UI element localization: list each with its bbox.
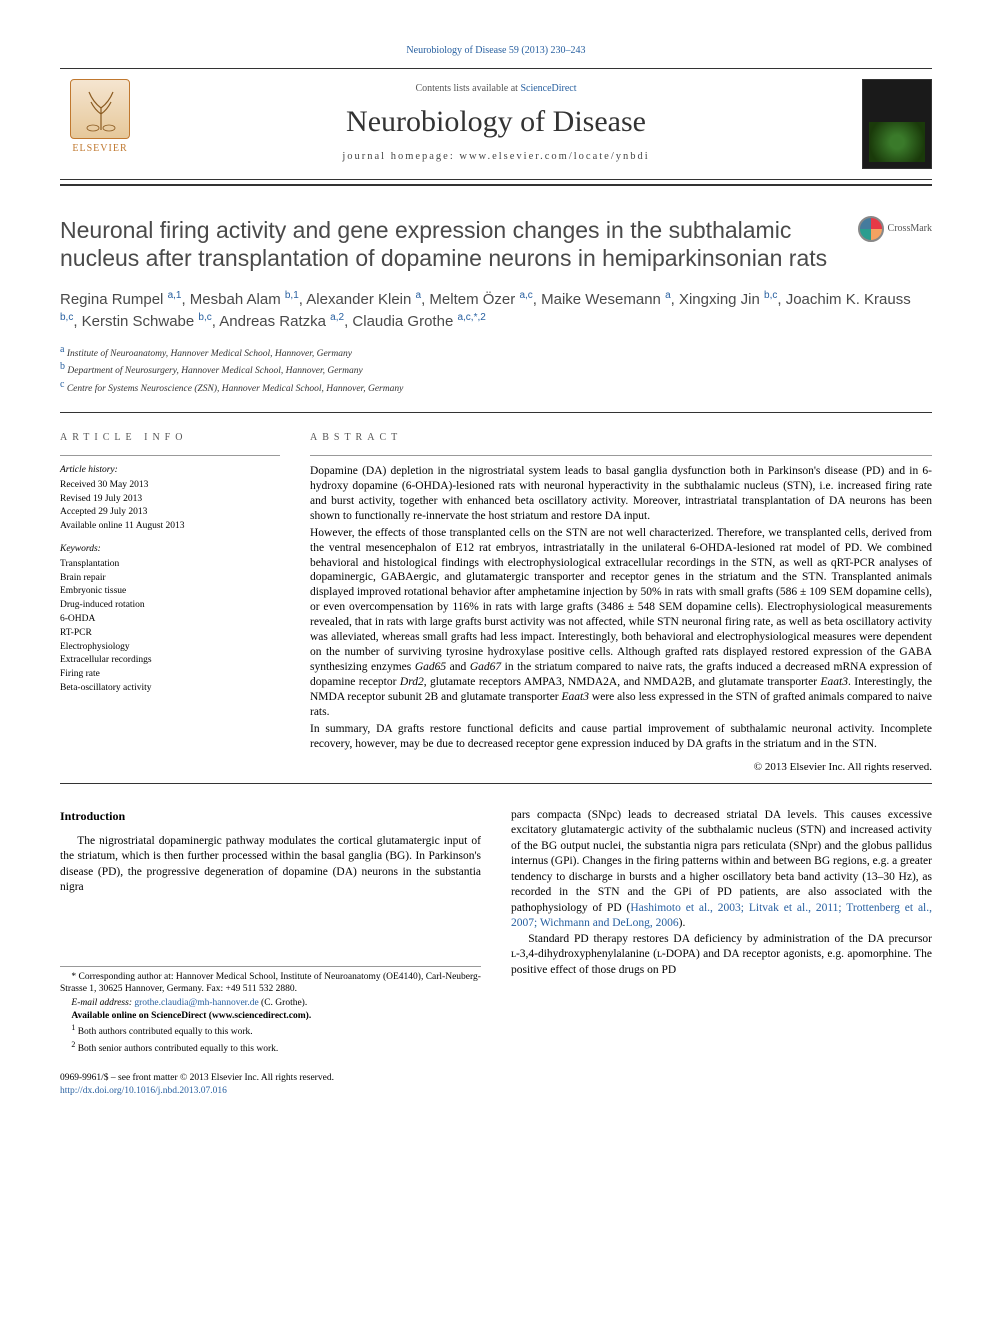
keyword: RT-PCR [60,627,280,640]
history-label: Article history: [60,464,280,477]
crossmark-widget[interactable]: CrossMark [858,216,932,242]
footnote-2: 2 Both senior authors contributed equall… [60,1040,481,1056]
rule-banner-bottom-1 [60,179,932,180]
footnote-available: Available online on ScienceDirect (www.s… [60,1010,481,1022]
keyword: Transplantation [60,558,280,571]
intro-heading: Introduction [60,808,481,824]
affiliations-block: a Institute of Neuroanatomy, Hannover Me… [60,343,932,397]
keyword: Extracellular recordings [60,654,280,667]
doi-link[interactable]: http://dx.doi.org/10.1016/j.nbd.2013.07.… [60,1086,227,1096]
keyword: Brain repair [60,572,280,585]
crossmark-icon [858,216,884,242]
abstract-copyright: © 2013 Elsevier Inc. All rights reserved… [310,760,932,775]
keyword: Beta-oscillatory activity [60,682,280,695]
keyword: Drug-induced rotation [60,599,280,612]
footnote-email: E-mail address: grothe.claudia@mh-hannov… [60,997,481,1009]
abstract-column: abstract Dopamine (DA) depletion in the … [310,431,932,774]
keyword: Embryonic tissue [60,585,280,598]
rule-above-body [60,783,932,784]
crossmark-label: CrossMark [888,222,932,236]
authors-line: Regina Rumpel a,1, Mesbah Alam b,1, Alex… [60,289,932,333]
contents-pre: Contents lists available at [415,83,520,94]
abstract-p2: However, the effects of those transplant… [310,526,932,720]
sciencedirect-contents-line: Contents lists available at ScienceDirec… [150,82,842,96]
history-line: Revised 19 July 2013 [60,493,280,506]
rule-banner-bottom-2 [60,184,932,186]
sciencedirect-link[interactable]: ScienceDirect [520,83,576,94]
keywords-label: Keywords: [60,543,280,556]
history-line: Accepted 29 July 2013 [60,506,280,519]
elsevier-logo: ELSEVIER [60,79,140,169]
elsevier-tree-icon [70,79,130,139]
article-title: Neuronal firing activity and gene expres… [60,216,838,274]
publisher-logo-block: ELSEVIER [60,79,150,169]
intro-p3: Standard PD therapy restores DA deficien… [511,932,932,979]
keyword: 6-OHDA [60,613,280,626]
bottom-meta: 0969-9961/$ – see front matter © 2013 El… [60,1072,932,1097]
journal-name: Neurobiology of Disease [150,102,842,143]
journal-cover-thumb [862,79,932,169]
affiliation-line: a Institute of Neuroanatomy, Hannover Me… [60,343,932,361]
email-tail: (C. Grothe). [259,998,308,1008]
affiliation-line: c Centre for Systems Neuroscience (ZSN),… [60,378,932,396]
footnote-1: 1 Both authors contributed equally to th… [60,1023,481,1039]
publisher-name: ELSEVIER [72,142,127,156]
abstract-heading: abstract [310,431,932,445]
rule-above-info [60,412,932,413]
citation-line: Neurobiology of Disease 59 (2013) 230–24… [60,44,932,58]
corresponding-email-link[interactable]: grothe.claudia@mh-hannover.de [134,998,258,1008]
info-rule-1 [60,455,280,456]
footnote-corresponding: * Corresponding author at: Hannover Medi… [60,971,481,996]
history-line: Available online 11 August 2013 [60,520,280,533]
intro-p1: The nigrostriatal dopaminergic pathway m… [60,834,481,896]
email-label: E-mail address: [71,998,134,1008]
abstract-rule [310,455,932,456]
issn-line: 0969-9961/$ – see front matter © 2013 El… [60,1072,932,1084]
rule-top [60,68,932,69]
abstract-p1: Dopamine (DA) depletion in the nigrostri… [310,464,932,524]
keyword: Firing rate [60,668,280,681]
affiliation-line: b Department of Neurosurgery, Hannover M… [60,360,932,378]
article-info-column: article info Article history: Received 3… [60,431,280,774]
journal-banner: ELSEVIER Contents lists available at Sci… [60,73,932,175]
history-line: Received 30 May 2013 [60,479,280,492]
intro-p2: pars compacta (SNpc) leads to decreased … [511,808,932,932]
article-info-heading: article info [60,431,280,445]
body-two-column: Introduction The nigrostriatal dopaminer… [60,808,932,1057]
abstract-p3: In summary, DA grafts restore functional… [310,722,932,752]
keyword: Electrophysiology [60,641,280,654]
footnotes-block: * Corresponding author at: Hannover Medi… [60,966,481,1055]
journal-homepage: journal homepage: www.elsevier.com/locat… [150,150,842,164]
